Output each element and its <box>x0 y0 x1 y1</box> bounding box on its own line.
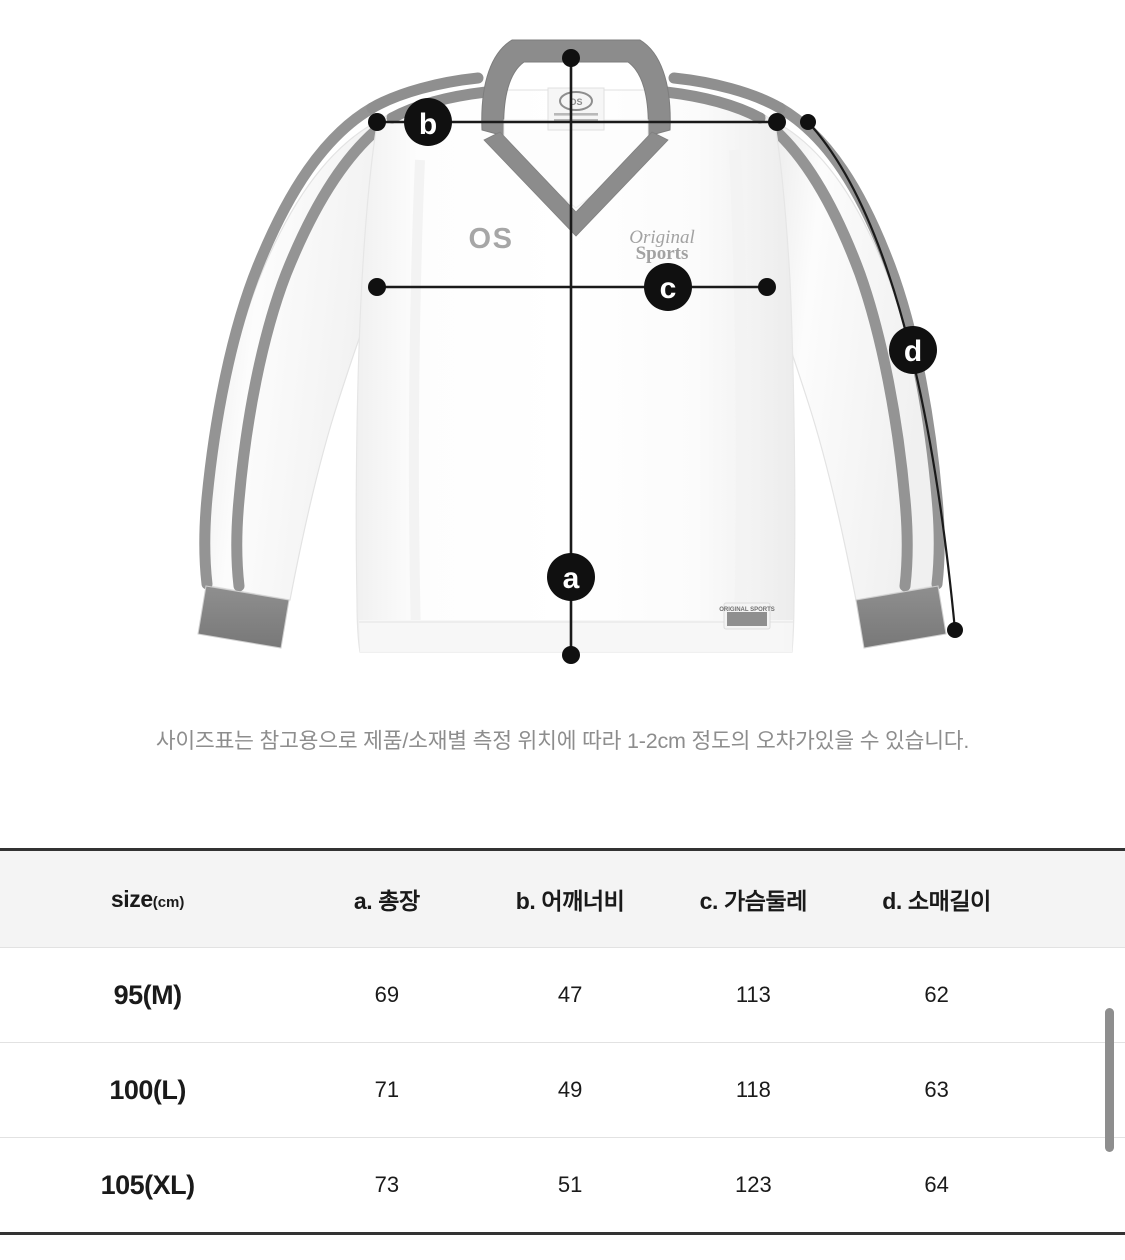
left-cuff <box>197 585 290 649</box>
measure-endpoint-c-right <box>758 278 776 296</box>
brand-logo-line2: Sports <box>636 243 689 264</box>
row-size-label: 105(XL) <box>0 1137 296 1235</box>
size-table-head: size(cm) a. 총장 b. 어깨너비 c. 가슴둘레 d. 소매길이 <box>0 848 1125 948</box>
right-shoulder-stripe-outer <box>668 72 786 114</box>
marker-badge-c-text: c <box>660 272 677 305</box>
header-c-marker: c. <box>699 888 719 914</box>
row-value-c: 123 <box>661 1137 845 1235</box>
left-shoulder-stripe-outer <box>366 72 484 114</box>
row-value-d: 64 <box>844 1137 1029 1235</box>
size-table-header-row: size(cm) a. 총장 b. 어깨너비 c. 가슴둘레 d. 소매길이 <box>0 848 1125 948</box>
header-cell-spacer <box>1028 848 1125 948</box>
table-row: 100(L) 71 49 118 63 <box>0 1042 1125 1138</box>
row-size-label: 95(M) <box>0 947 296 1043</box>
measure-endpoint-d-bottom <box>947 622 963 638</box>
page-scrollbar-track[interactable] <box>1105 0 1120 1260</box>
chest-text-left: OS <box>469 223 514 255</box>
row-value-b: 49 <box>478 1042 662 1138</box>
right-shoulder-stripe-inner <box>660 86 766 124</box>
measure-endpoint-b-right <box>768 113 786 131</box>
marker-badge-b: b <box>404 98 452 146</box>
header-d-marker: d. <box>882 888 902 914</box>
marker-badge-d-text: d <box>904 335 922 368</box>
header-size-label: size <box>110 885 153 912</box>
row-value-a: 73 <box>295 1137 479 1235</box>
fabric-fold-left <box>408 159 425 641</box>
garment-diagram: OS OS Original Sports ORIGINAL SPORTS <box>197 39 963 664</box>
hem-woven-label-text: ORIGINAL SPORTS <box>719 607 775 613</box>
row-value-c: 113 <box>661 947 845 1043</box>
header-cell-d: d. 소매길이 <box>844 848 1029 948</box>
header-cell-c: c. 가슴둘레 <box>661 848 845 948</box>
page-scrollbar-thumb[interactable] <box>1105 1008 1114 1152</box>
size-table: size(cm) a. 총장 b. 어깨너비 c. 가슴둘레 d. 소매길이 <box>0 848 1125 1235</box>
marker-badge-c: c <box>644 263 692 311</box>
hem-woven-label-band <box>727 612 767 626</box>
header-c-label: 가슴둘레 <box>724 888 808 914</box>
neck-label-logo-icon <box>559 91 593 111</box>
table-row: 95(M) 69 47 113 62 <box>0 947 1125 1043</box>
size-table-body: 95(M) 69 47 113 62 100(L) 71 49 118 63 1… <box>0 947 1125 1235</box>
row-value-d: 63 <box>844 1042 1029 1138</box>
right-cuff <box>855 585 947 649</box>
header-a-label: 총장 <box>378 888 420 914</box>
fabric-fold-right <box>729 149 749 641</box>
left-sleeve-stripe-outer <box>199 102 378 590</box>
row-value-b: 51 <box>478 1137 662 1235</box>
row-spacer <box>1028 1137 1125 1235</box>
row-value-c: 118 <box>661 1042 845 1138</box>
measure-endpoint-d-top <box>800 114 816 130</box>
marker-badge-b-text: b <box>419 108 437 141</box>
neck-label-line2 <box>554 119 598 122</box>
header-d-label: 소매길이 <box>907 888 991 914</box>
header-cell-b: b. 어깨너비 <box>478 848 662 948</box>
hem-band <box>359 620 793 652</box>
right-sleeve-stripe-inner <box>754 112 913 592</box>
neck-label-logo-text: OS <box>569 97 582 107</box>
measure-endpoint-a-bottom <box>562 646 580 664</box>
measure-endpoint-c-left <box>368 278 386 296</box>
header-size-unit: (cm) <box>152 893 185 911</box>
header-cell-size: size(cm) <box>0 848 296 948</box>
header-cell-a: a. 총장 <box>295 848 479 948</box>
brand-logo-line1: Original <box>629 227 694 248</box>
garment-svg: OS OS Original Sports ORIGINAL SPORTS <box>197 39 963 664</box>
row-value-b: 47 <box>478 947 662 1043</box>
header-b-marker: b. <box>515 888 536 914</box>
header-b-label: 어깨너비 <box>541 888 625 914</box>
size-table-container: size(cm) a. 총장 b. 어깨너비 c. 가슴둘레 d. 소매길이 <box>0 848 1125 1235</box>
neck-label-line1 <box>554 113 598 116</box>
measure-endpoint-a-top <box>562 49 580 67</box>
row-value-d: 62 <box>844 947 1029 1043</box>
size-chart-disclaimer: 사이즈표는 참고용으로 제품/소재별 측정 위치에 따라 1-2cm 정도의 오… <box>155 729 970 753</box>
row-value-a: 69 <box>295 947 479 1043</box>
v-neck-trim <box>483 131 669 237</box>
measure-endpoint-b-left <box>368 113 386 131</box>
left-sleeve-stripe-inner <box>231 112 398 592</box>
marker-badge-d: d <box>889 326 937 374</box>
marker-badge-a-text: a <box>563 562 580 595</box>
header-a-marker: a. <box>353 888 373 914</box>
table-row: 105(XL) 73 51 123 64 <box>0 1137 1125 1235</box>
row-size-label: 100(L) <box>0 1042 296 1138</box>
marker-badge-a: a <box>547 553 595 601</box>
row-value-a: 71 <box>295 1042 479 1138</box>
measure-line-d <box>807 121 957 631</box>
